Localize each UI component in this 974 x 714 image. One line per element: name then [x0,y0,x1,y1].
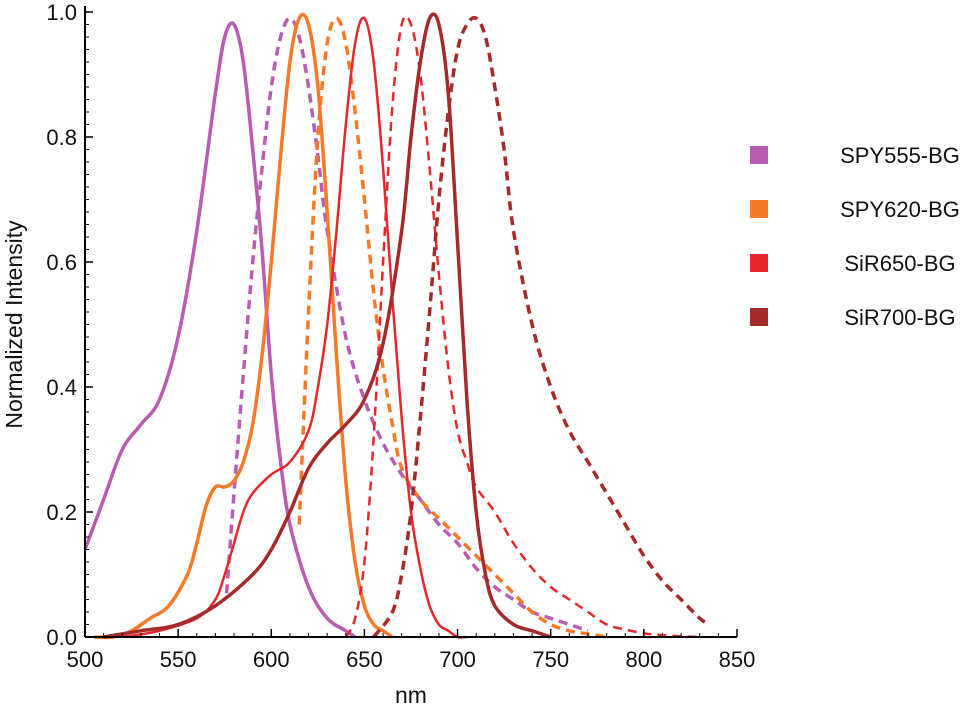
series-line-4-dashed [297,16,607,639]
legend-label: SiR700-BG [844,305,955,330]
y-tick-label: 0.6 [46,250,77,275]
x-tick-label: 550 [160,647,197,672]
ticks-layer: 500 550 600 650 700 750 800 850 0.0 0.2 0.4 0.6 0.8 1… [46,0,755,672]
x-tick-label: 500 [67,647,104,672]
y-tick-label: 0.4 [46,375,77,400]
series-line-5-solid [122,16,467,639]
series-line-8-dashed [372,15,711,639]
x-tick-label: 700 [439,647,476,672]
legend-swatch [750,254,768,272]
legend: SPY555-BG SPY620-BG SiR650-BG SiR700-BG [750,143,960,330]
axes-layer [84,6,737,638]
y-axis-label: Normalized Intensity [1,220,27,429]
y-tick-label: 0.2 [46,500,77,525]
legend-label: SiR650-BG [844,251,955,276]
series-line-6-dashed [344,15,700,639]
legend-swatch [750,146,768,164]
legend-swatch [750,200,768,218]
x-tick-label: 850 [719,647,756,672]
series-line-1-solid [83,21,357,639]
series-layer [83,12,711,640]
legend-label: SPY555-BG [840,143,960,168]
legend-label: SPY620-BG [840,197,960,222]
legend-swatch [750,308,768,326]
x-axis-label: nm [395,682,427,708]
x-tick-label: 600 [253,647,290,672]
x-tick-label: 800 [625,647,662,672]
y-tick-label: 1.0 [46,0,77,25]
series-line-7-solid [103,12,552,639]
x-tick-label: 750 [532,647,569,672]
series-line-2-dashed [224,16,589,633]
series-line-3-solid [94,12,394,640]
x-tick-label: 650 [346,647,383,672]
y-tick-label: 0.8 [46,125,77,150]
y-tick-label: 0.0 [46,625,77,650]
